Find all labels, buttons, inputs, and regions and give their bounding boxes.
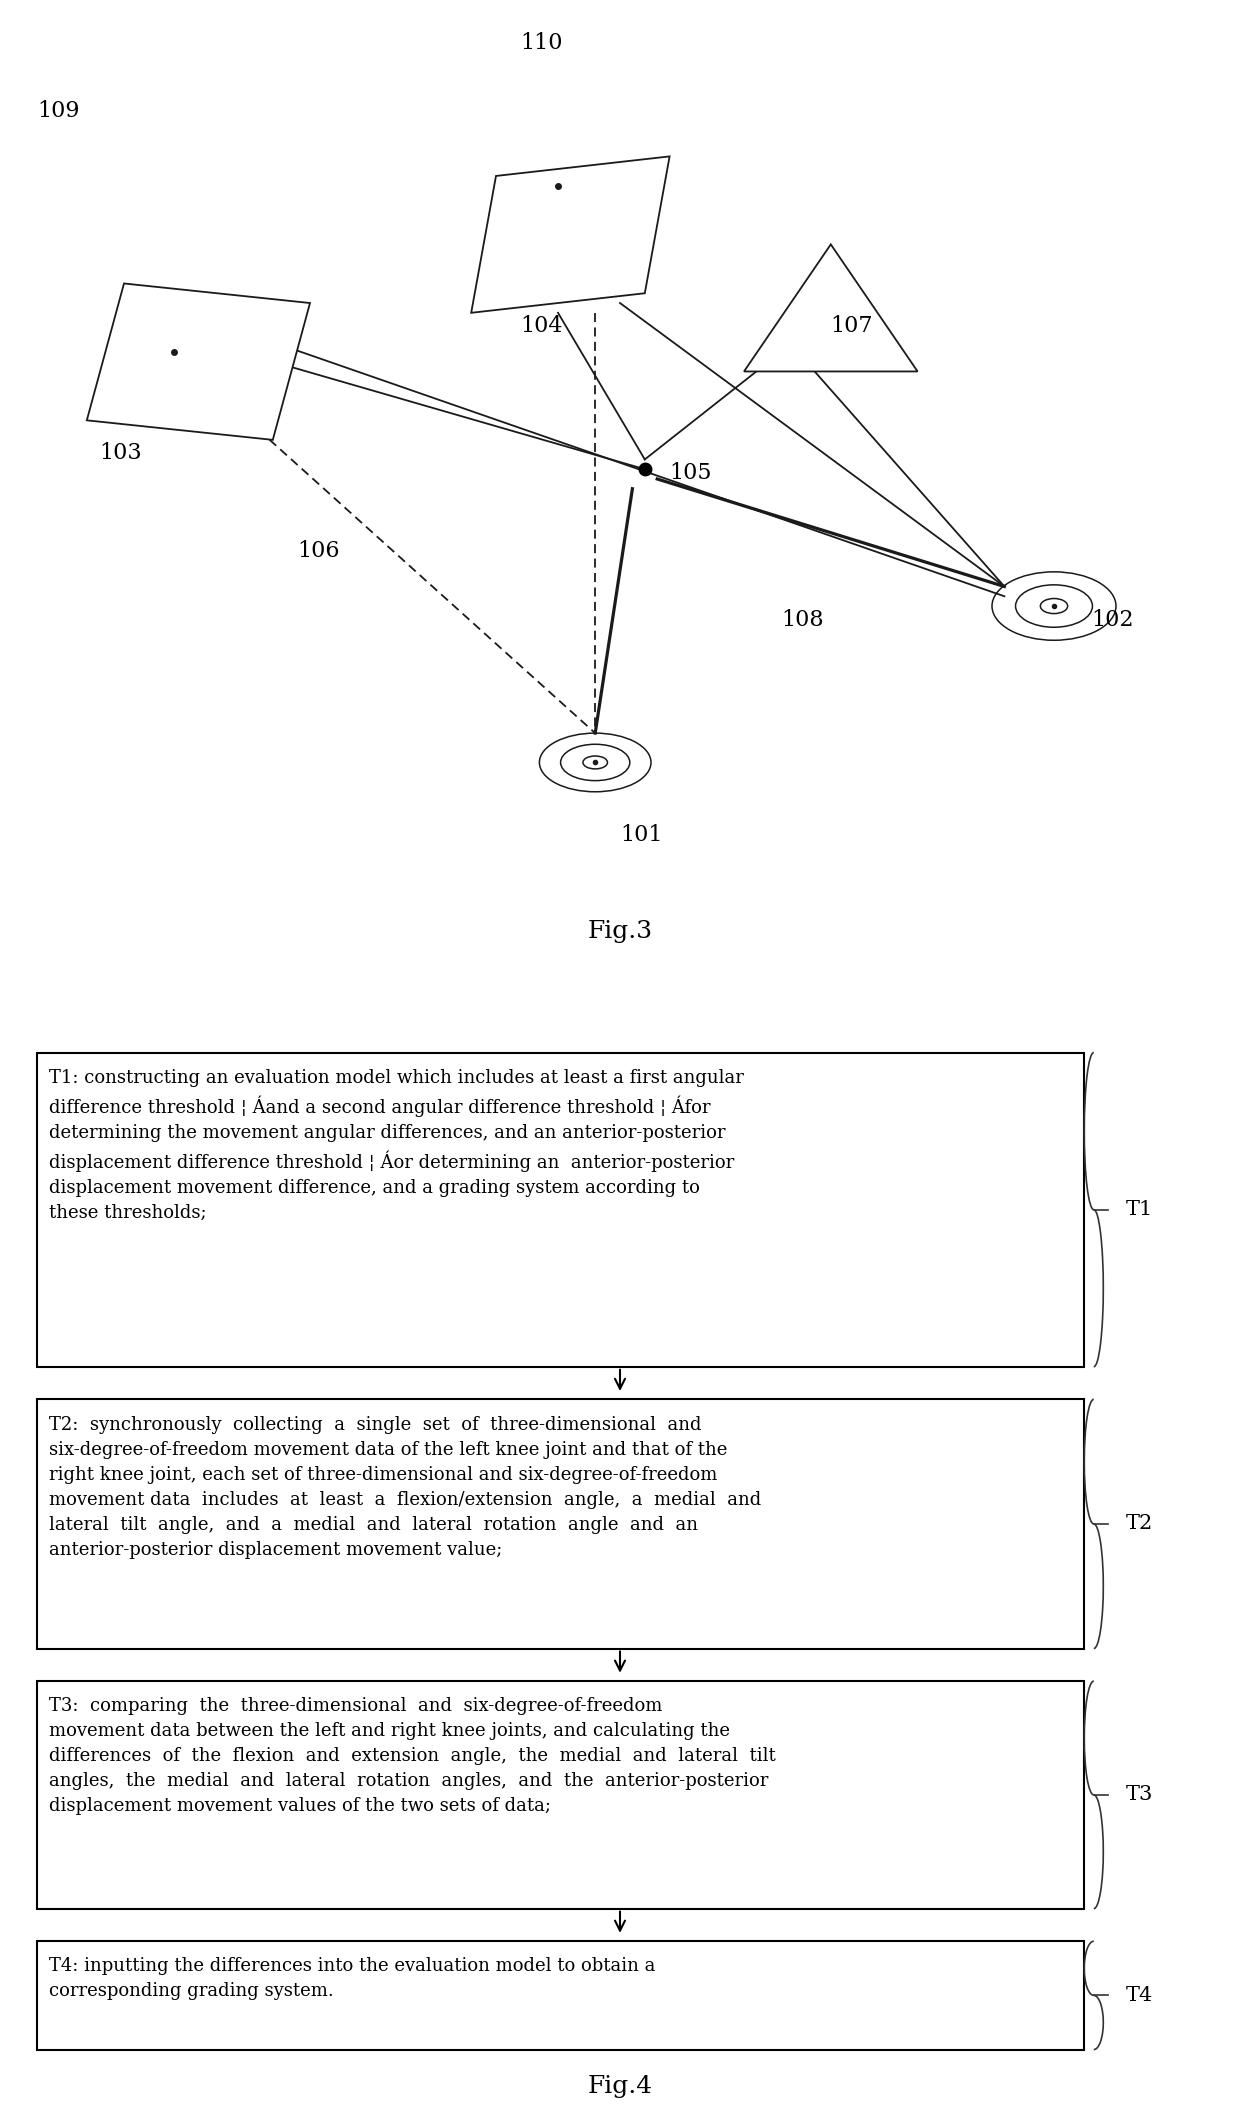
Text: T2:  synchronously  collecting  a  single  set  of  three-dimensional  and
six-d: T2: synchronously collecting a single se… [48, 1415, 761, 1558]
FancyBboxPatch shape [37, 1398, 1084, 1649]
FancyBboxPatch shape [37, 1052, 1084, 1366]
Text: T3:  comparing  the  three-dimensional  and  six-degree-of-freedom
movement data: T3: comparing the three-dimensional and … [48, 1698, 775, 1815]
Text: 105: 105 [670, 461, 712, 484]
Text: 106: 106 [298, 540, 340, 563]
Text: 110: 110 [521, 32, 563, 53]
Text: T4: T4 [1126, 1987, 1153, 2004]
Text: 109: 109 [37, 100, 79, 123]
Polygon shape [471, 157, 670, 312]
Text: T3: T3 [1126, 1785, 1153, 1804]
Text: 104: 104 [521, 314, 563, 338]
FancyBboxPatch shape [37, 1681, 1084, 1908]
Text: 108: 108 [781, 608, 823, 631]
Text: T4: inputting the differences into the evaluation model to obtain a
correspondin: T4: inputting the differences into the e… [48, 1957, 655, 2000]
FancyBboxPatch shape [37, 1942, 1084, 2048]
Polygon shape [744, 244, 918, 372]
Text: 107: 107 [831, 314, 873, 338]
Text: T1: constructing an evaluation model which includes at least a first angular
dif: T1: constructing an evaluation model whi… [48, 1069, 744, 1222]
Text: 103: 103 [99, 442, 141, 465]
Text: 102: 102 [1091, 608, 1133, 631]
Polygon shape [87, 283, 310, 440]
Text: T1: T1 [1126, 1201, 1153, 1220]
Text: T2: T2 [1126, 1515, 1153, 1534]
Text: Fig.4: Fig.4 [588, 2074, 652, 2097]
Text: 101: 101 [620, 824, 662, 846]
Text: Fig.3: Fig.3 [588, 920, 652, 944]
